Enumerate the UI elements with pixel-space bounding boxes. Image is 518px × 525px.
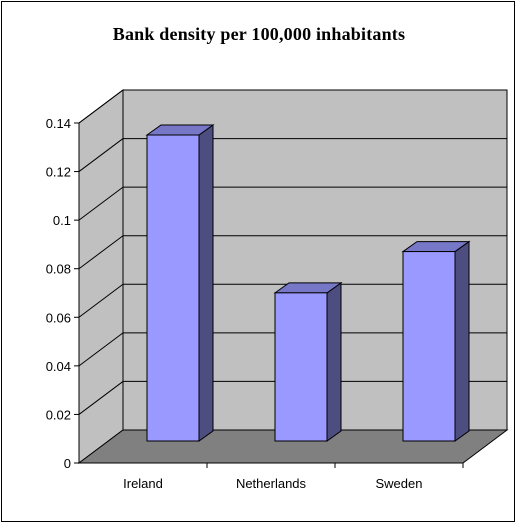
bar-side	[454, 240, 470, 442]
y-tick-label: 0	[64, 456, 71, 471]
gridline-side	[78, 283, 124, 318]
y-tick-label: 0.1	[53, 213, 71, 228]
y-tick-label: 0.14	[46, 116, 71, 131]
y-tick-label: 0.08	[46, 262, 71, 277]
y-tick-label: 0.12	[46, 165, 71, 180]
y-tick-label: 0.06	[46, 310, 71, 325]
chart-title: Bank density per 100,000 inhabitants	[112, 24, 406, 44]
gridline-side	[78, 332, 124, 367]
x-tick-label: Sweden	[376, 476, 423, 491]
side-wall	[78, 89, 124, 464]
gridline-side	[78, 235, 124, 270]
bar-side	[198, 124, 214, 442]
x-tick-label: Ireland	[123, 476, 163, 491]
bar	[274, 292, 328, 442]
y-tick-label: 0.02	[46, 407, 71, 422]
gridline-side	[78, 138, 124, 172]
y-tick-label: 0.04	[46, 359, 71, 374]
bar	[146, 134, 200, 442]
gridline-side	[78, 89, 124, 124]
gridline-side	[78, 381, 124, 415]
bar-side	[326, 281, 342, 442]
x-tick-label: Netherlands	[236, 476, 307, 491]
gridline-side	[78, 186, 124, 221]
bar	[402, 251, 456, 442]
